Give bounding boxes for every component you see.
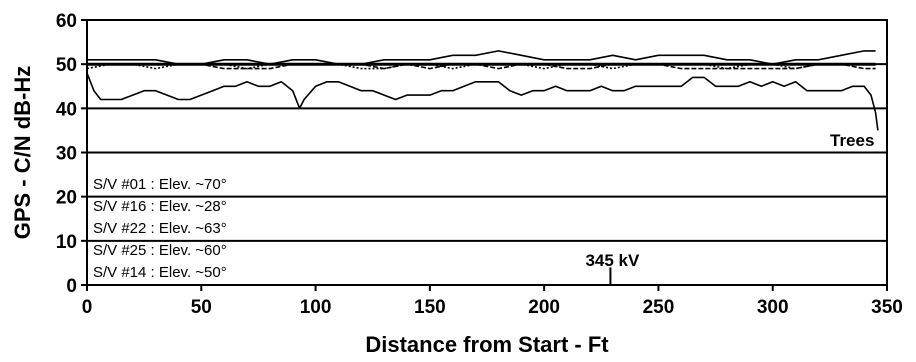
x-tick-label: 200: [528, 297, 560, 318]
legend-entry-5: S/V #14 : Elev. ~50°: [93, 264, 227, 281]
legend: S/V #01 : Elev. ~70° S/V #16 : Elev. ~28°…: [93, 176, 227, 281]
y-axis-title: GPS - C/N dB-Hz: [10, 66, 35, 240]
legend-entry-4: S/V #25 : Elev. ~60°: [93, 242, 227, 259]
annotation-345kv: 345 kV: [585, 251, 640, 270]
annotations: Trees 345 kV: [585, 131, 874, 285]
x-tick-label: 350: [871, 297, 903, 318]
x-tick-label: 300: [757, 297, 789, 318]
series-line-3: [87, 63, 876, 70]
series-line-2: [86, 72, 879, 131]
y-tick-label: 0: [66, 276, 77, 297]
y-tick-label: 10: [56, 232, 77, 253]
x-tick-label: 100: [300, 297, 332, 318]
y-tick-label: 20: [56, 188, 77, 209]
y-tick-label: 30: [56, 144, 77, 165]
series-lines: [86, 50, 879, 131]
annotation-trees: Trees: [830, 131, 874, 150]
legend-entry-2: S/V #16 : Elev. ~28°: [93, 198, 227, 215]
x-axis-title: Distance from Start - Ft: [365, 332, 609, 357]
legend-entry-3: S/V #22 : Elev. ~63°: [93, 220, 227, 237]
x-tick-label: 0: [82, 297, 93, 318]
x-axis-ticks: 0 50 100 150 200 250 300 350: [82, 285, 903, 318]
x-tick-label: 150: [414, 297, 446, 318]
series-line-1: [87, 50, 876, 65]
y-tick-label: 40: [56, 99, 77, 120]
x-tick-label: 50: [191, 297, 212, 318]
legend-entry-1: S/V #01 : Elev. ~70°: [93, 176, 227, 193]
y-axis-ticks: 0 10 20 30 40 50 60: [56, 11, 87, 297]
y-tick-label: 50: [56, 55, 77, 76]
x-tick-label: 250: [643, 297, 675, 318]
y-tick-label: 60: [56, 11, 77, 32]
